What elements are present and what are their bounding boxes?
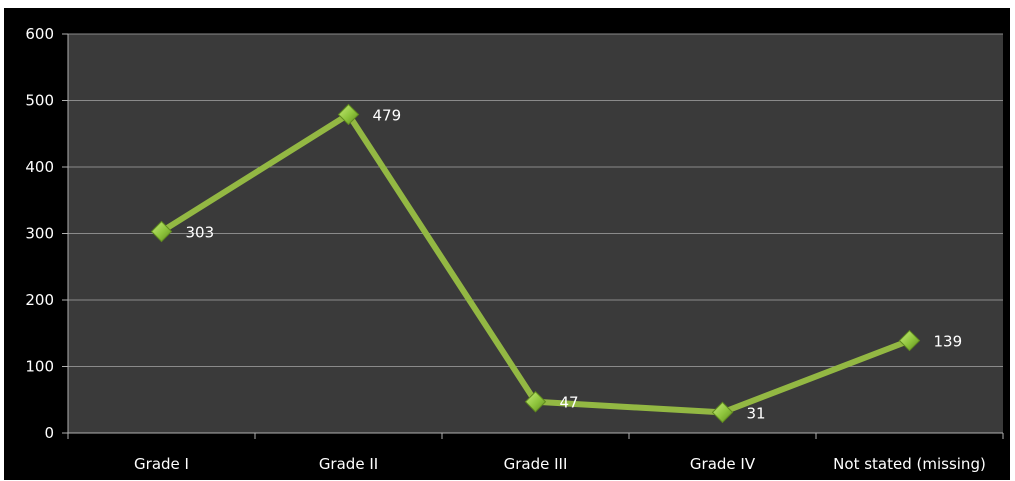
markers (150, 103, 921, 424)
y-tick-labels: 0 100 200 300 400 500 600 (25, 25, 54, 442)
data-label: 303 (186, 224, 215, 242)
data-point-marker (898, 329, 921, 352)
gridlines (68, 33, 1003, 367)
y-tick-label: 0 (44, 424, 54, 442)
y-tick-label: 100 (25, 358, 54, 376)
data-label: 31 (747, 404, 766, 422)
y-tick-label: 300 (25, 225, 54, 243)
axes (62, 33, 1004, 439)
data-labels: 303 479 47 31 139 (186, 106, 963, 422)
y-tick-label: 600 (25, 25, 54, 43)
y-tick-label: 500 (25, 92, 54, 110)
data-label: 479 (373, 106, 402, 124)
x-tick-label: Grade II (319, 455, 378, 473)
y-tick-label: 200 (25, 291, 54, 309)
x-tick-label: Grade III (504, 455, 568, 473)
x-tick-label: Grade I (134, 455, 189, 473)
data-point-marker (150, 220, 173, 243)
data-point-marker (524, 391, 547, 413)
data-point-marker (711, 401, 734, 424)
data-label: 139 (934, 333, 963, 351)
y-tick-label: 400 (25, 158, 54, 176)
data-point-marker (337, 103, 360, 126)
data-label: 47 (560, 394, 579, 412)
x-tick-label: Not stated (missing) (833, 455, 986, 473)
x-tick-labels: Grade I Grade II Grade III Grade IV Not stat… (134, 455, 986, 473)
x-tick-label: Grade IV (690, 455, 756, 473)
